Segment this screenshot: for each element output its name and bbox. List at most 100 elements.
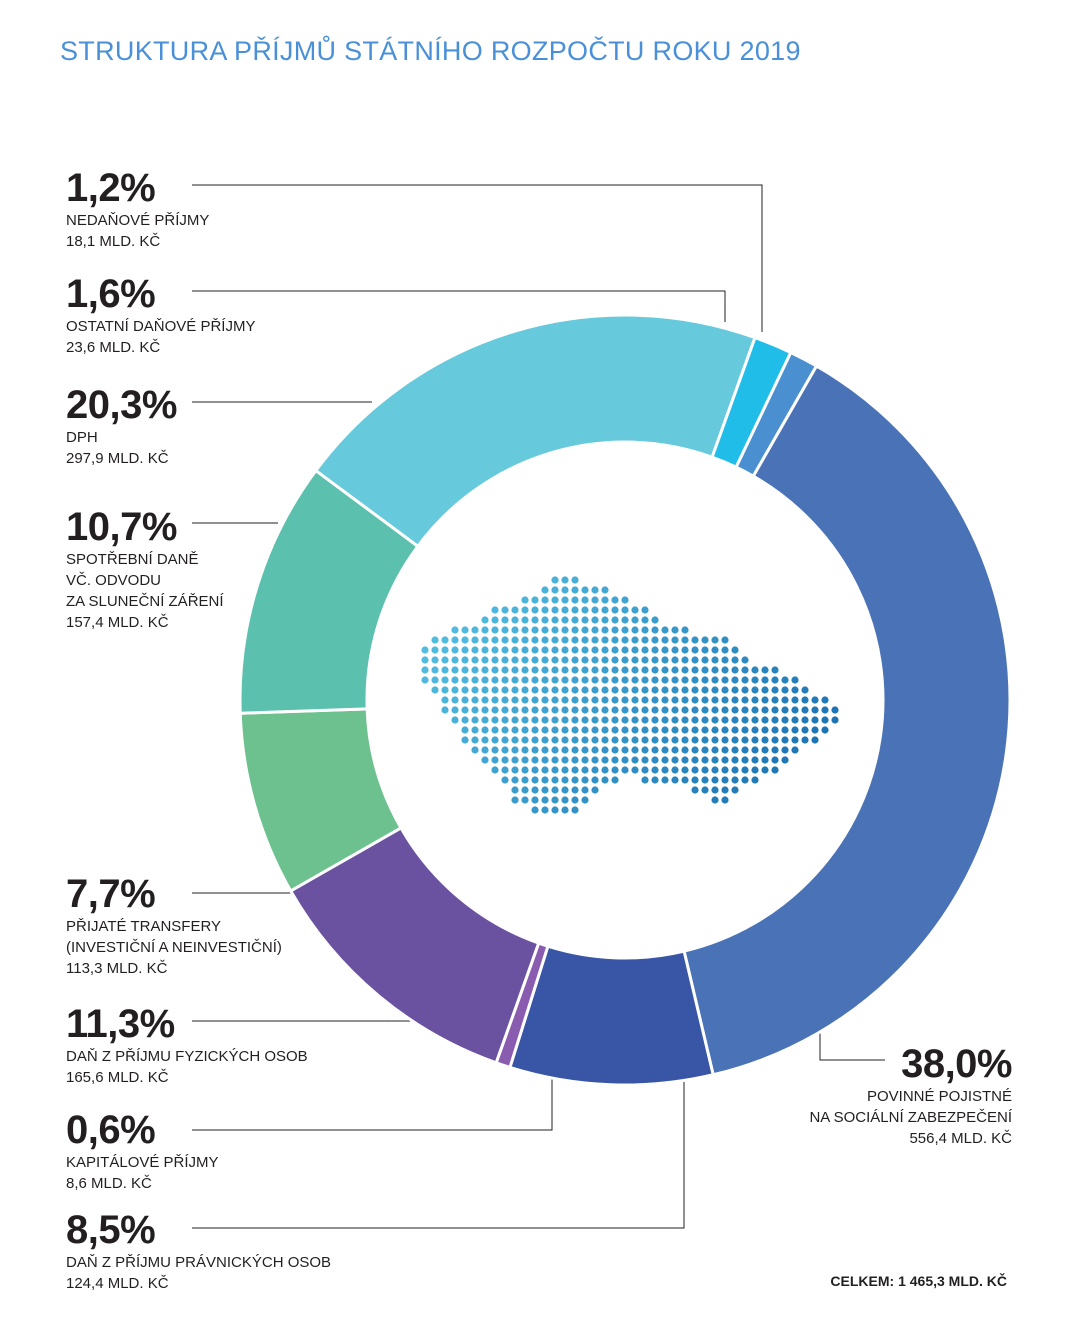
map-dot <box>461 696 469 704</box>
map-dot <box>671 706 679 714</box>
map-dot <box>761 716 769 724</box>
map-dot <box>681 676 689 684</box>
map-dot <box>431 666 439 674</box>
percent-label: 10,7% <box>66 505 177 549</box>
map-dot <box>511 606 519 614</box>
map-dot <box>521 706 529 714</box>
map-dot <box>491 716 499 724</box>
map-dot <box>531 746 539 754</box>
map-dot <box>511 726 519 734</box>
map-dot <box>621 646 629 654</box>
map-dot <box>631 726 639 734</box>
category-label: PŘIJATÉ TRANSFERY <box>66 918 222 935</box>
map-dot <box>821 726 829 734</box>
map-dot <box>591 676 599 684</box>
map-dot <box>481 676 489 684</box>
map-dot <box>471 666 479 674</box>
map-dot <box>511 736 519 744</box>
map-dot <box>741 706 749 714</box>
map-dot <box>481 666 489 674</box>
percent-label: 8,5% <box>66 1208 156 1252</box>
amount-label: 18,1 MLD. KČ <box>66 233 161 250</box>
map-dot <box>551 726 559 734</box>
map-dot <box>551 576 559 584</box>
donut-slices <box>238 313 1012 1087</box>
map-dot <box>521 796 529 804</box>
map-dot <box>541 626 549 634</box>
map-dot <box>671 656 679 664</box>
map-dot <box>771 766 779 774</box>
slice-pojistne <box>682 363 1012 1077</box>
category-label: KAPITÁLOVÉ PŘÍJMY <box>66 1154 219 1171</box>
map-dot <box>711 746 719 754</box>
map-dot <box>581 756 589 764</box>
map-dot <box>601 706 609 714</box>
map-dot <box>621 736 629 744</box>
map-dot <box>521 666 529 674</box>
map-dot <box>601 746 609 754</box>
map-dot <box>621 706 629 714</box>
map-dot <box>501 666 509 674</box>
map-dot <box>561 676 569 684</box>
map-dot <box>581 636 589 644</box>
map-dot <box>701 646 709 654</box>
map-dot <box>511 706 519 714</box>
map-dot <box>681 726 689 734</box>
map-dot <box>601 606 609 614</box>
map-dot <box>701 666 709 674</box>
map-dot <box>531 806 539 814</box>
map-dot <box>741 686 749 694</box>
map-dot <box>591 786 599 794</box>
map-dot <box>471 646 479 654</box>
map-dot <box>661 646 669 654</box>
map-dot <box>481 746 489 754</box>
map-dot <box>581 586 589 594</box>
map-dot <box>731 716 739 724</box>
map-dot <box>601 696 609 704</box>
map-dot <box>671 666 679 674</box>
map-dot <box>551 756 559 764</box>
map-dot <box>541 656 549 664</box>
map-dot <box>691 726 699 734</box>
map-dot <box>741 696 749 704</box>
label-spotrebni: 10,7% SPOTŘEBNÍ DANĚ VČ. ODVODU ZA SLUNEČNÍ… <box>66 505 224 633</box>
map-dot <box>621 666 629 674</box>
map-dot <box>531 736 539 744</box>
map-dot <box>451 626 459 634</box>
map-dot <box>571 606 579 614</box>
map-dot <box>591 596 599 604</box>
map-dot <box>541 586 549 594</box>
map-dot <box>481 626 489 634</box>
map-dot <box>781 696 789 704</box>
map-dot <box>541 646 549 654</box>
map-dot <box>731 786 739 794</box>
map-dot <box>571 766 579 774</box>
map-dot <box>681 666 689 674</box>
map-dot <box>541 666 549 674</box>
map-dot <box>421 666 429 674</box>
map-dot <box>601 596 609 604</box>
map-dot <box>741 756 749 764</box>
category-label: ZA SLUNEČNÍ ZÁŘENÍ <box>66 593 224 610</box>
map-dot <box>571 576 579 584</box>
map-dot <box>571 786 579 794</box>
map-dot <box>621 626 629 634</box>
leader-line-pojistne <box>819 1030 885 1061</box>
map-dot <box>651 616 659 624</box>
map-dot <box>631 746 639 754</box>
map-dot <box>431 676 439 684</box>
map-dot <box>571 796 579 804</box>
map-dot <box>651 686 659 694</box>
map-dot <box>611 606 619 614</box>
map-dot <box>481 696 489 704</box>
map-dot <box>671 766 679 774</box>
map-dot <box>681 636 689 644</box>
map-dot <box>641 666 649 674</box>
chart-title: STRUKTURA PŘÍJMŮ STÁTNÍHO ROZPOČTU ROKU … <box>60 36 801 66</box>
map-dot <box>551 696 559 704</box>
map-dot <box>431 686 439 694</box>
map-dot <box>461 686 469 694</box>
map-dot <box>641 766 649 774</box>
map-dot <box>581 646 589 654</box>
map-dot <box>701 776 709 784</box>
